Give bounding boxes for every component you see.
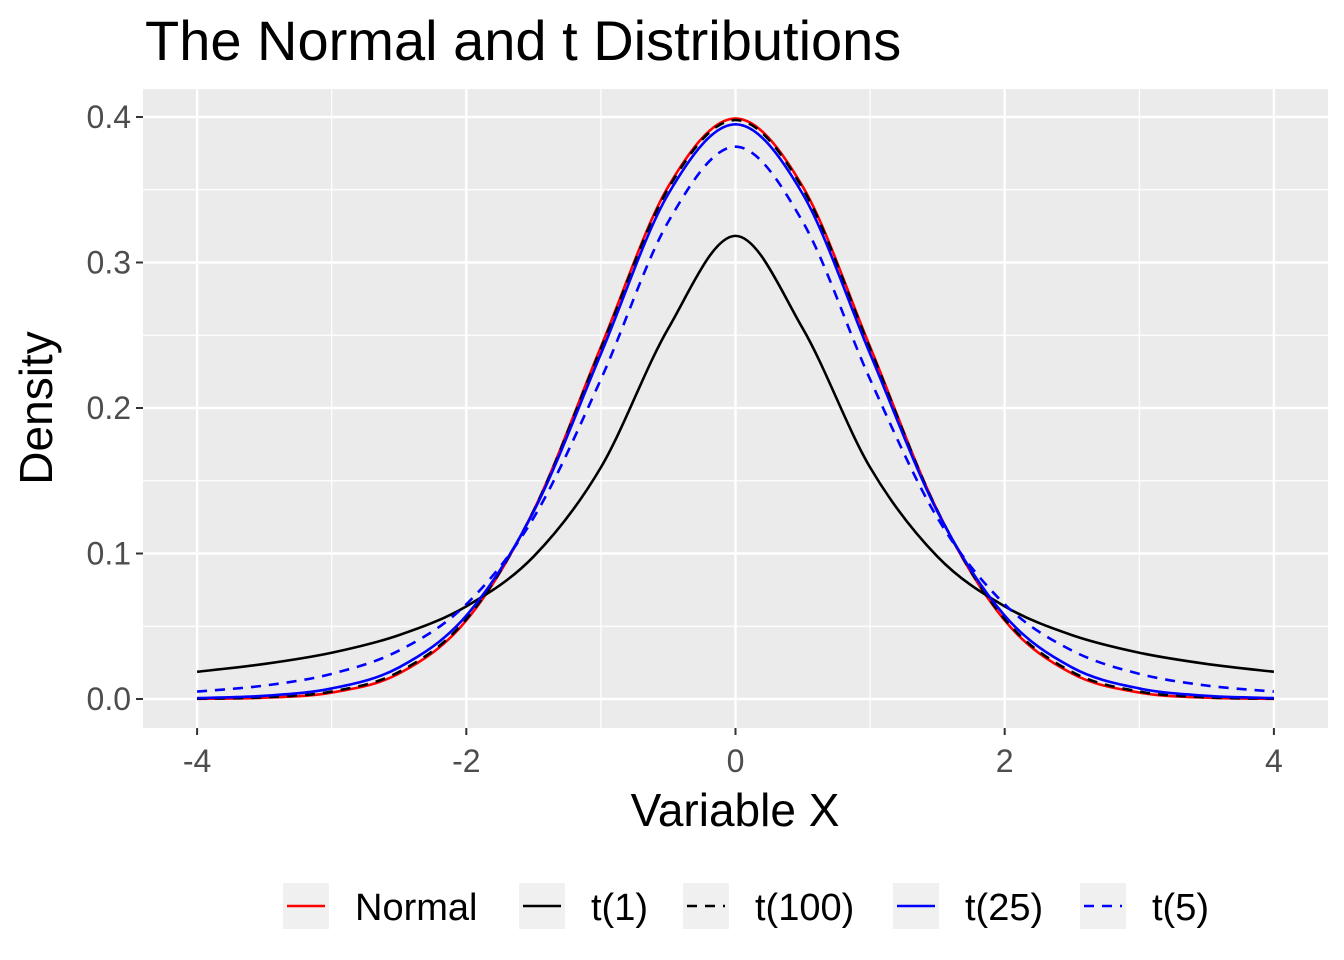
legend-item: t(1) — [519, 883, 648, 929]
x-tick-label: 4 — [1265, 743, 1283, 779]
chart-title: The Normal and t Distributions — [145, 9, 901, 72]
series-line-t(100) — [197, 118, 1274, 700]
y-tick-label: 0.0 — [87, 681, 131, 717]
x-tick-label: -2 — [452, 743, 480, 779]
y-tick-label: 0.4 — [87, 99, 131, 135]
y-axis-label: Density — [10, 331, 62, 484]
series-line-Normal — [197, 117, 1274, 701]
series-line-t(5) — [196, 145, 1275, 693]
legend: Normal t(1) t(100) t(25) t(5) — [283, 883, 1209, 929]
series-line-t(1) — [196, 234, 1275, 674]
legend-label: Normal — [355, 887, 477, 929]
legend-item: Normal — [283, 883, 477, 929]
series-lines — [196, 117, 1275, 701]
x-axis: -4 -2 0 2 4 — [183, 728, 1283, 779]
legend-item: t(25) — [893, 883, 1043, 929]
y-tick-label: 0.1 — [87, 536, 131, 572]
x-tick-label: -4 — [183, 743, 211, 779]
y-tick-label: 0.2 — [87, 390, 131, 426]
x-tick-label: 0 — [727, 743, 745, 779]
y-tick-label: 0.3 — [87, 245, 131, 281]
series-line-t(25) — [197, 122, 1274, 700]
legend-label: t(1) — [591, 887, 648, 929]
legend-label: t(100) — [755, 887, 854, 929]
legend-label: t(25) — [965, 887, 1043, 929]
legend-label: t(5) — [1152, 887, 1209, 929]
x-tick-label: 2 — [996, 743, 1014, 779]
y-axis: 0.0 0.1 0.2 0.3 0.4 — [87, 99, 143, 717]
legend-item: t(100) — [683, 883, 854, 929]
grid-lines — [143, 89, 1328, 728]
legend-item: t(5) — [1080, 883, 1209, 929]
x-axis-label: Variable X — [631, 784, 840, 836]
